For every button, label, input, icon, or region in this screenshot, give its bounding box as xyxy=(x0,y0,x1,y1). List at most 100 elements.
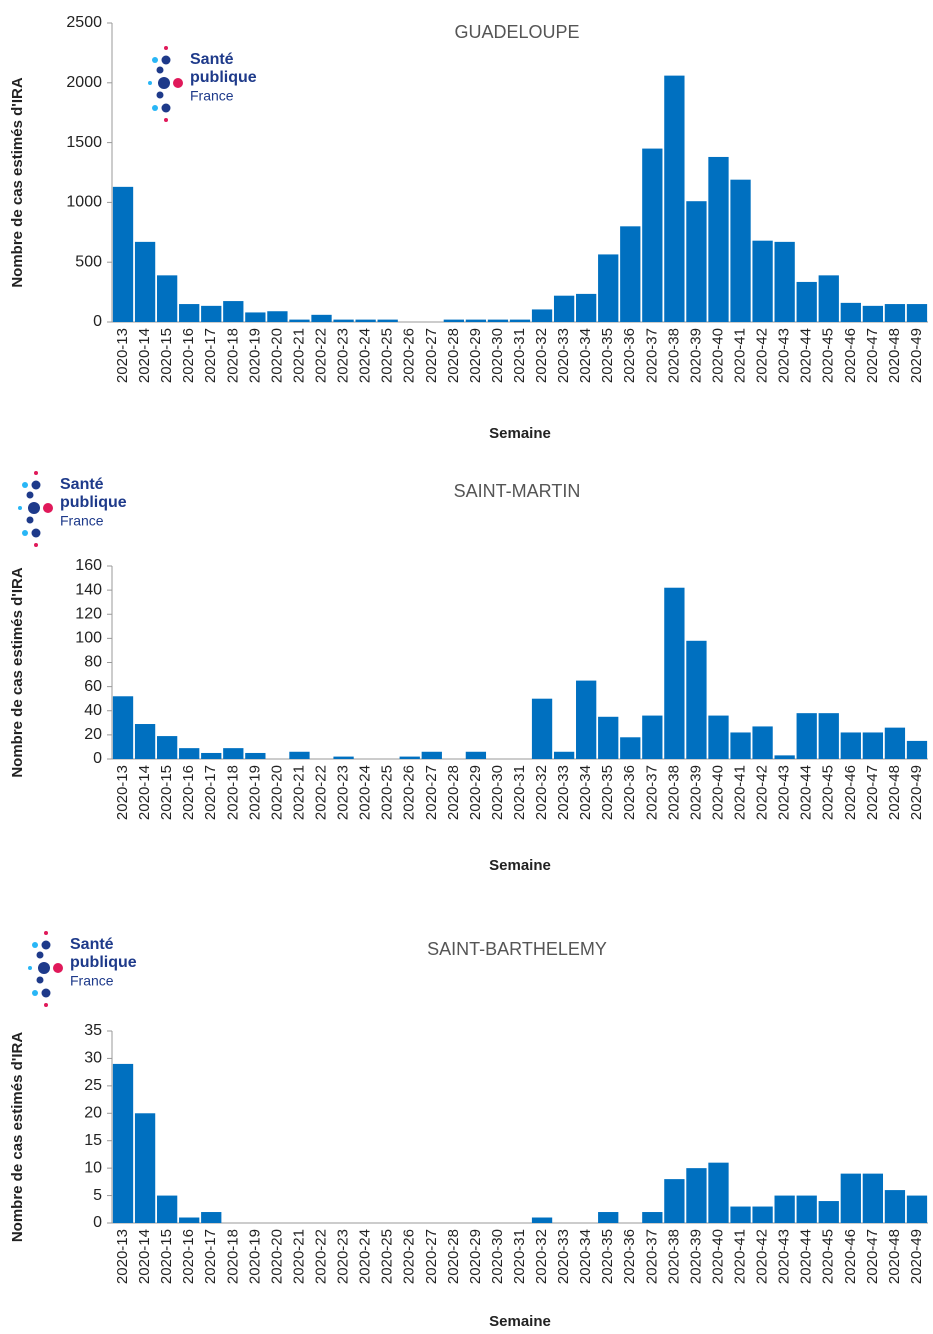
bar xyxy=(134,1113,156,1223)
bar xyxy=(598,1212,619,1223)
x-tick-label: 2020-14 xyxy=(136,328,153,383)
x-tick-label: 2020-48 xyxy=(886,328,903,383)
bar xyxy=(112,696,134,759)
y-tick-label: 80 xyxy=(84,654,102,671)
bar xyxy=(487,319,509,322)
bar xyxy=(156,1195,178,1223)
x-tick-label: 2020-45 xyxy=(820,765,837,820)
x-tick-label: 2020-25 xyxy=(379,328,396,383)
x-tick-label: 2020-18 xyxy=(224,765,241,820)
x-axis-label: Semaine xyxy=(489,1313,551,1329)
bar xyxy=(311,314,332,322)
bar xyxy=(465,751,487,759)
bar xyxy=(818,1201,839,1223)
x-tick-label: 2020-42 xyxy=(754,328,771,383)
x-tick-label: 2020-36 xyxy=(621,1229,638,1284)
x-tick-label: 2020-43 xyxy=(776,1229,793,1284)
x-tick-label: 2020-39 xyxy=(687,328,704,383)
x-tick-label: 2020-34 xyxy=(577,328,594,383)
x-tick-label: 2020-32 xyxy=(533,765,550,820)
bar xyxy=(884,1190,906,1223)
x-tick-label: 2020-46 xyxy=(842,765,859,820)
y-tick-label: 10 xyxy=(84,1159,102,1176)
bar xyxy=(686,1168,707,1223)
x-tick-label: 2020-28 xyxy=(445,1229,462,1284)
bar xyxy=(576,293,597,322)
bar xyxy=(156,275,178,322)
x-tick-label: 2020-36 xyxy=(621,765,638,820)
bar xyxy=(399,756,420,759)
logo-dot xyxy=(31,528,41,538)
bar xyxy=(598,254,619,322)
x-tick-label: 2020-48 xyxy=(886,1229,903,1284)
bar xyxy=(884,727,906,759)
x-tick-label: 2020-13 xyxy=(114,765,131,820)
chart-title: SAINT-MARTIN xyxy=(454,481,581,501)
chart-title: GUADELOUPE xyxy=(454,22,579,42)
x-tick-label: 2020-33 xyxy=(555,328,572,383)
x-tick-label: 2020-21 xyxy=(290,765,307,820)
logo-dot xyxy=(156,91,164,99)
y-tick-label: 20 xyxy=(84,726,102,743)
logo-dot xyxy=(18,506,22,510)
x-tick-label: 2020-43 xyxy=(776,765,793,820)
x-tick-label: 2020-25 xyxy=(379,765,396,820)
x-tick-label: 2020-15 xyxy=(158,328,175,383)
bar xyxy=(289,751,310,759)
bar xyxy=(620,737,641,759)
x-tick-label: 2020-20 xyxy=(268,1229,285,1284)
logo-text: publique xyxy=(190,69,257,86)
chart-title: SAINT-BARTHELEMY xyxy=(427,939,607,959)
x-tick-label: 2020-38 xyxy=(665,328,682,383)
logo-dot xyxy=(53,963,63,973)
bar xyxy=(223,748,244,759)
x-tick-label: 2020-41 xyxy=(732,328,749,383)
x-tick-label: 2020-18 xyxy=(224,1229,241,1284)
logo-dot xyxy=(43,503,53,513)
bar xyxy=(818,713,839,759)
bar xyxy=(289,319,310,322)
x-tick-label: 2020-38 xyxy=(665,1229,682,1284)
bar xyxy=(708,715,729,759)
x-tick-label: 2020-26 xyxy=(401,1229,418,1284)
x-tick-label: 2020-20 xyxy=(268,765,285,820)
x-tick-label: 2020-47 xyxy=(864,1229,881,1284)
bar xyxy=(686,201,707,322)
x-tick-label: 2020-21 xyxy=(290,328,307,383)
x-axis-label: Semaine xyxy=(489,425,551,442)
bar xyxy=(443,319,464,322)
logo-text: publique xyxy=(60,494,127,511)
bar xyxy=(752,1206,773,1223)
x-tick-label: 2020-21 xyxy=(290,1229,307,1284)
logo-dot xyxy=(22,530,28,536)
x-tick-label: 2020-26 xyxy=(401,765,418,820)
x-tick-label: 2020-15 xyxy=(158,1229,175,1284)
bar xyxy=(642,1212,663,1223)
x-tick-label: 2020-42 xyxy=(754,765,771,820)
x-tick-label: 2020-33 xyxy=(555,1229,572,1284)
x-tick-label: 2020-44 xyxy=(798,1229,815,1284)
x-tick-label: 2020-48 xyxy=(886,765,903,820)
bar xyxy=(730,1206,751,1223)
x-tick-label: 2020-37 xyxy=(643,765,660,820)
x-tick-label: 2020-23 xyxy=(335,1229,352,1284)
x-tick-label: 2020-19 xyxy=(246,328,263,383)
bar xyxy=(553,295,575,322)
logo-dot xyxy=(152,57,158,63)
bar xyxy=(664,587,685,759)
bar xyxy=(267,311,288,322)
x-tick-label: 2020-27 xyxy=(423,328,440,383)
x-tick-label: 2020-28 xyxy=(445,328,462,383)
bar xyxy=(906,1195,928,1223)
bar xyxy=(840,302,861,322)
x-tick-label: 2020-14 xyxy=(136,765,153,820)
logo-dot xyxy=(44,931,48,935)
y-tick-label: 0 xyxy=(93,750,102,767)
y-tick-label: 500 xyxy=(75,253,102,270)
x-axis-label: Semaine xyxy=(489,857,551,874)
logo-dot xyxy=(152,105,158,111)
x-tick-label: 2020-29 xyxy=(467,765,484,820)
x-tick-label: 2020-40 xyxy=(709,328,726,383)
